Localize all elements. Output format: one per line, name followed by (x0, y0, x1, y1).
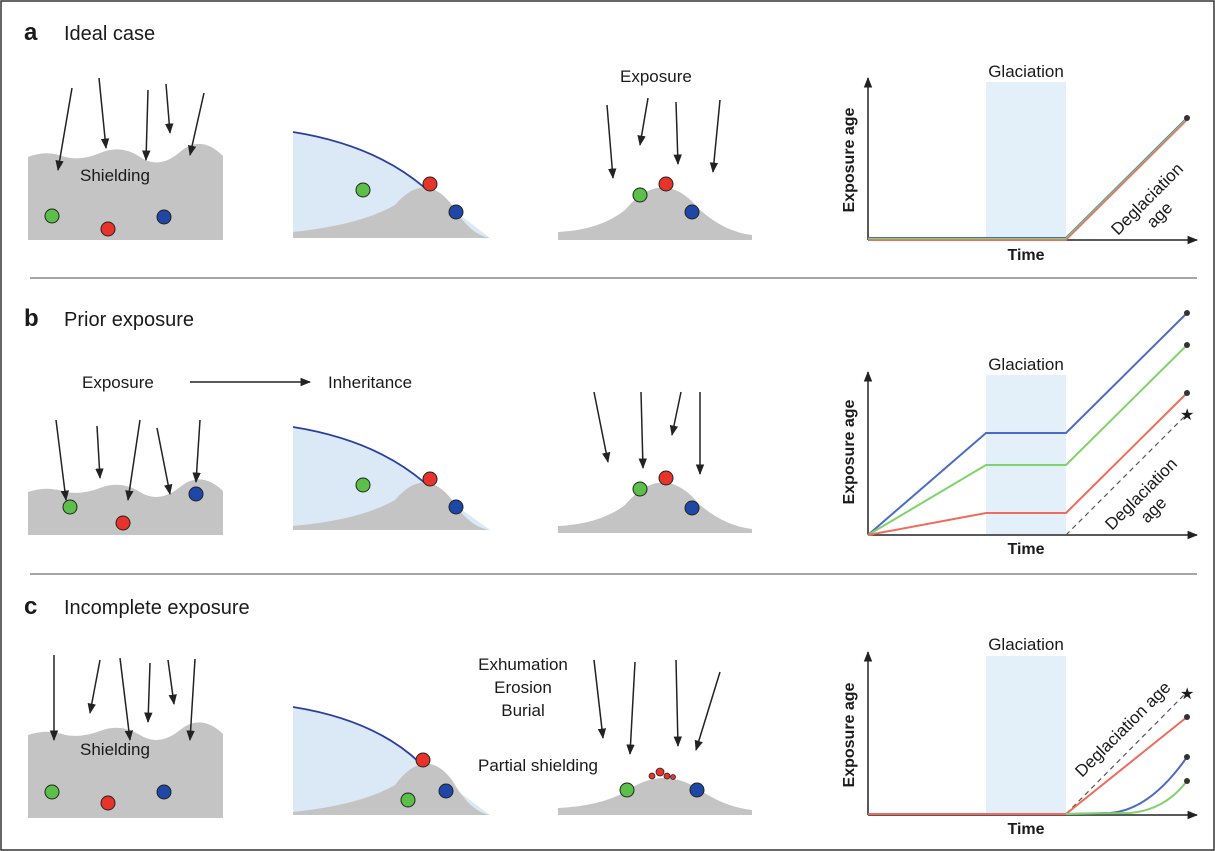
deglaciation-annotation: Deglaciation age (1071, 678, 1174, 781)
partially-shielded-hill: Exhumation Erosion Burial Partial shield… (478, 655, 752, 815)
green-sample (62, 499, 78, 515)
series-end-point (1184, 778, 1190, 784)
red-sample (100, 795, 116, 811)
exposure-label: Exposure (620, 67, 692, 86)
shielding-label: Shielding (80, 740, 150, 759)
exposed-hill (558, 391, 752, 533)
blue-sample (689, 782, 705, 798)
blue-sample (156, 784, 172, 800)
burial-label: Burial (501, 701, 544, 720)
exposed-rock-block (28, 419, 223, 535)
red-sample (100, 221, 116, 237)
exposure-age-chart-c: Glaciation Time Exposure age ★ Deglaciat… (841, 635, 1199, 838)
deglaciation-annotation: Deglaciation age (1107, 156, 1204, 253)
panel-letter: b (24, 305, 39, 332)
cosmic-ray-arrows (49, 655, 196, 742)
red-sample (422, 176, 438, 192)
blue-sample (448, 204, 464, 220)
panel-title: Incomplete exposure (64, 597, 250, 619)
eroded-red-fragments (648, 767, 676, 780)
series-end-point (1184, 310, 1190, 316)
green-sample (44, 208, 60, 224)
blue-sample (156, 209, 172, 225)
exhumation-label: Exhumation (478, 655, 568, 674)
green-sample (44, 784, 60, 800)
star-marker: ★ (1180, 686, 1194, 703)
panel-title: Prior exposure (64, 309, 194, 331)
star-marker: ★ (1180, 407, 1194, 424)
green-sample (632, 481, 648, 497)
erosion-label: Erosion (494, 678, 552, 697)
panel-letter: c (24, 593, 37, 620)
series-line-red (868, 119, 1188, 241)
series-line-red (1065, 716, 1188, 815)
deglaciation-dashed-line (1065, 413, 1188, 536)
panel-title: Ideal case (64, 23, 155, 45)
series-end-point (1184, 754, 1190, 760)
panel-c: c Incomplete exposure Shielding (24, 593, 1199, 838)
green-sample (355, 182, 371, 198)
shielded-rock-block: Shielding (28, 77, 223, 240)
deglaciation-annotation: Deglaciation age (1101, 451, 1198, 548)
series-line-green (1065, 780, 1188, 815)
red-sample (422, 471, 438, 487)
glacier-covered-hill (292, 131, 490, 238)
glacier-covered-hill (292, 426, 490, 530)
panel-letter: a (24, 19, 38, 46)
glaciation-band (986, 656, 1066, 814)
glaciation-band (986, 375, 1066, 534)
panel-b: b Prior exposure Exposure Inheritance (24, 305, 1199, 558)
blue-sample (684, 500, 700, 516)
red-sample (415, 752, 431, 768)
blue-sample (448, 499, 464, 515)
cosmic-ray-arrows (593, 659, 721, 756)
x-axis-label: Time (1007, 247, 1044, 264)
exposure-label: Exposure (82, 373, 154, 392)
exposed-hill: Exposure (558, 67, 752, 240)
exposure-age-chart-b: Glaciation Time Exposure age ★ Deglaciat… (841, 310, 1199, 558)
series-end-point (1184, 342, 1190, 348)
glaciation-label: Glaciation (988, 635, 1064, 654)
y-axis-label: Exposure age (841, 107, 858, 212)
partial-shielding-label: Partial shielding (478, 756, 598, 775)
series-line-green (867, 344, 1188, 536)
red-sample (115, 515, 131, 531)
panel-a: a Ideal case Shielding (24, 19, 1204, 264)
green-sample (355, 477, 371, 493)
glaciation-label: Glaciation (988, 355, 1064, 374)
series-end-point (1184, 390, 1190, 396)
glaciation-label: Glaciation (988, 62, 1064, 81)
red-sample (658, 470, 674, 486)
blue-sample (188, 486, 204, 502)
green-sample (400, 792, 416, 808)
series-line-blue (867, 312, 1188, 536)
exposure-age-chart-a: Glaciation Time Exposure age Deglaciatio… (841, 62, 1204, 264)
y-axis-label: Exposure age (841, 399, 858, 504)
series-line-red (867, 392, 1188, 536)
glaciation-band (986, 82, 1066, 239)
inheritance-label: Inheritance (328, 373, 412, 392)
series-end-point (1184, 714, 1190, 720)
red-sample (658, 176, 674, 192)
x-axis-label: Time (1007, 541, 1044, 558)
glacier-covered-hill (292, 706, 490, 815)
x-axis-label: Time (1007, 821, 1044, 838)
y-axis-label: Exposure age (841, 682, 858, 787)
cosmic-ray-arrows (55, 419, 201, 502)
blue-sample (438, 783, 454, 799)
green-sample (632, 187, 648, 203)
series-end-point (1184, 115, 1190, 121)
annotation-line: Deglaciation (1107, 159, 1187, 239)
cosmic-ray-arrows (606, 97, 721, 180)
green-sample (619, 782, 635, 798)
shielding-label: Shielding (80, 166, 150, 185)
shielded-rock-block: Shielding (28, 655, 223, 818)
blue-sample (684, 204, 700, 220)
deglaciation-dashed-line (1065, 691, 1188, 815)
cosmic-ray-arrows (55, 77, 205, 172)
cosmic-ray-arrows (593, 391, 705, 476)
